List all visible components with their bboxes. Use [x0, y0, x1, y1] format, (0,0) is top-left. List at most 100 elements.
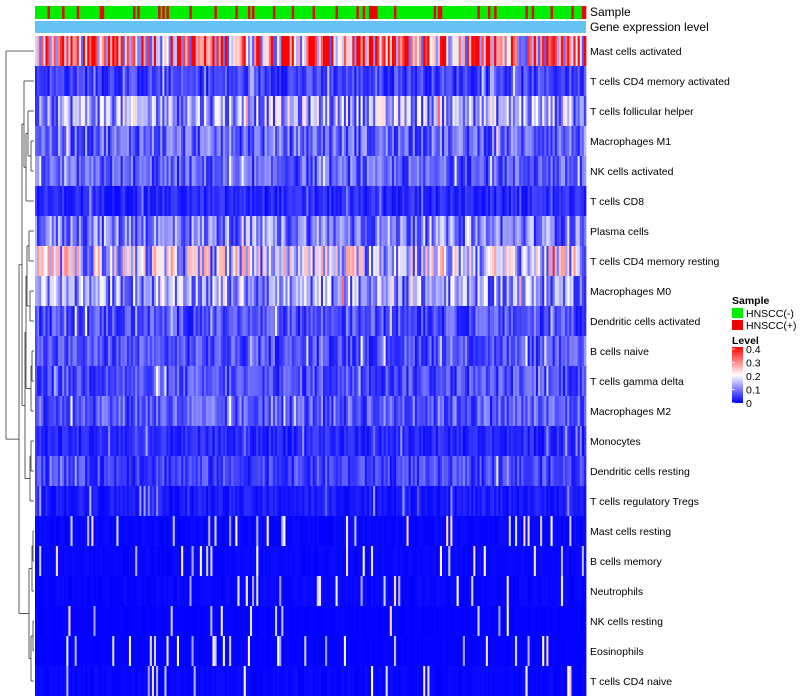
heatmap-cell	[371, 306, 374, 336]
heatmap-cell	[323, 456, 326, 486]
heatmap-cell	[504, 426, 508, 456]
heatmap-cell	[437, 396, 441, 426]
heatmap-cell	[78, 576, 82, 606]
heatmap-cell	[515, 546, 518, 576]
heatmap-cell	[352, 546, 355, 576]
heatmap-cell	[124, 486, 128, 516]
heatmap-cell	[49, 426, 53, 456]
heatmap-cell	[118, 36, 121, 66]
heatmap-cell	[287, 306, 290, 336]
heatmap-cell	[345, 366, 349, 396]
heatmap-cell	[416, 546, 420, 576]
heatmap-cell	[377, 36, 380, 66]
heatmap-cell	[550, 246, 553, 276]
sample-marker-hnscc-pos	[362, 6, 366, 19]
heatmap-cell	[329, 426, 332, 456]
heatmap-cell	[187, 426, 190, 456]
heatmap-cell	[540, 546, 543, 576]
heatmap-cell	[93, 126, 96, 156]
heatmap-cell	[389, 306, 393, 336]
heatmap-cell	[158, 366, 161, 396]
heatmap-cell	[101, 546, 105, 576]
heatmap-cell	[227, 456, 230, 486]
heatmap-cell	[212, 156, 215, 186]
heatmap-cell	[158, 186, 161, 216]
heatmap-cell	[183, 456, 186, 486]
heatmap-cell	[210, 306, 213, 336]
heatmap-cell	[162, 126, 165, 156]
heatmap-cell	[535, 276, 539, 306]
heatmap-cell	[291, 36, 295, 66]
heatmap-cell	[312, 96, 316, 126]
heatmap-cell	[352, 516, 355, 546]
heatmap-cell	[567, 426, 570, 456]
heatmap-cell	[191, 246, 194, 276]
heatmap-cell	[262, 36, 265, 66]
heatmap-cell	[80, 66, 84, 96]
heatmap-cell	[329, 306, 332, 336]
heatmap-cell	[153, 546, 157, 576]
heatmap-cell	[583, 456, 587, 486]
heatmap-cell	[358, 66, 361, 96]
heatmap-cell	[214, 336, 217, 366]
heatmap-cell	[277, 396, 280, 426]
heatmap-cell	[176, 576, 180, 606]
heatmap-cell	[552, 396, 556, 426]
heatmap-cell	[233, 486, 236, 516]
heatmap-cell	[270, 456, 274, 486]
heatmap-cell	[279, 216, 282, 246]
heatmap-cell	[70, 306, 73, 336]
heatmap-cell	[550, 216, 553, 246]
heatmap-cell	[158, 486, 161, 516]
heatmap-cell	[153, 36, 157, 66]
heatmap-cell	[193, 276, 197, 306]
heatmap-cell	[181, 456, 184, 486]
heatmap-cell	[141, 156, 144, 186]
heatmap-cell	[264, 456, 268, 486]
heatmap-cell	[70, 126, 73, 156]
heatmap-cell	[412, 456, 416, 486]
heatmap-cell	[266, 186, 270, 216]
heatmap-cell	[285, 96, 288, 126]
heatmap-cell	[500, 276, 503, 306]
heatmap-cell	[515, 516, 518, 546]
heatmap-cell	[375, 396, 378, 426]
heatmap-cell	[64, 576, 67, 606]
heatmap-cell	[45, 486, 48, 516]
heatmap-cell	[272, 366, 276, 396]
heatmap-cell	[295, 306, 299, 336]
heatmap-cell	[423, 126, 426, 156]
heatmap-cell	[70, 186, 73, 216]
heatmap-cell	[500, 96, 503, 126]
heatmap-cell	[485, 126, 489, 156]
heatmap-cell	[195, 426, 199, 456]
heatmap-cell	[49, 156, 53, 186]
heatmap-cell	[64, 516, 67, 546]
heatmap-cell	[396, 486, 399, 516]
heatmap-cell	[546, 126, 549, 156]
heatmap-cell	[137, 306, 140, 336]
heatmap-cell	[281, 36, 284, 66]
heatmap-cell	[264, 366, 268, 396]
heatmap-cell	[575, 36, 578, 66]
heatmap-cell	[283, 276, 286, 306]
heatmap-cell	[195, 486, 199, 516]
heatmap-cell	[391, 186, 395, 216]
heatmap-cell	[571, 186, 574, 216]
heatmap-cell	[237, 486, 240, 516]
heatmap-cell	[231, 456, 234, 486]
heatmap-cell	[375, 126, 378, 156]
heatmap-cell	[297, 366, 301, 396]
heatmap-cell	[287, 456, 290, 486]
heatmap-cell	[410, 396, 414, 426]
heatmap-cell	[53, 126, 57, 156]
heatmap-cell	[427, 156, 430, 186]
heatmap-cell	[462, 96, 466, 126]
heatmap-cell	[571, 396, 574, 426]
heatmap-cell	[577, 456, 581, 486]
heatmap-cell	[218, 186, 222, 216]
heatmap-cell	[189, 156, 192, 186]
heatmap-cell	[66, 576, 69, 606]
heatmap-cell	[542, 186, 545, 216]
heatmap-cell	[141, 36, 144, 66]
